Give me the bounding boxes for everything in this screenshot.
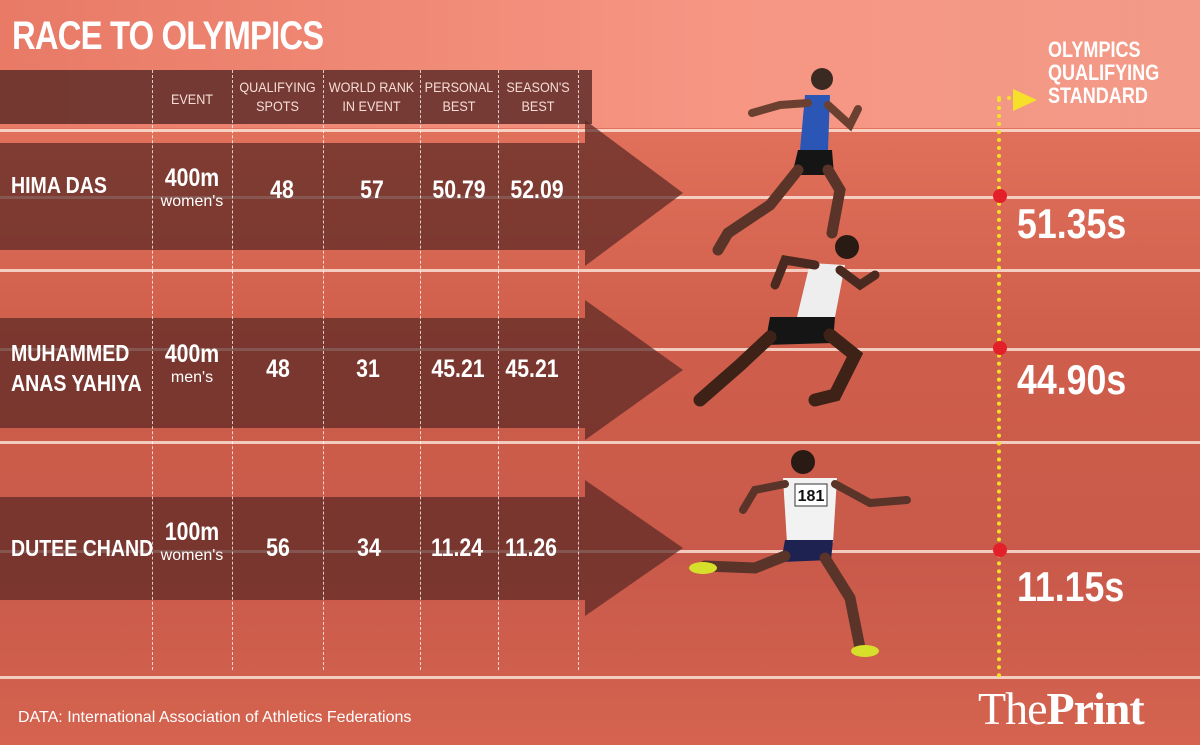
marker-dot — [993, 341, 1007, 355]
marker-dot — [993, 189, 1007, 203]
lane-line — [0, 676, 1200, 679]
qualifying-spots: 48 — [266, 355, 290, 383]
lane-line — [0, 441, 1200, 444]
lane-line — [0, 129, 1200, 132]
world-rank: 57 — [360, 176, 384, 204]
personal-best: 50.79 — [432, 176, 486, 204]
event-cell: 100m women's — [147, 518, 237, 565]
event-cell: 400m women's — [147, 164, 237, 211]
event-category: men's — [170, 369, 214, 386]
personal-best: 45.21 — [431, 355, 485, 383]
athlete-photo-muhammed-anas — [693, 235, 880, 407]
seasons-best: 45.21 — [505, 355, 559, 383]
qualifying-standard: 51.35s — [1017, 200, 1127, 247]
world-rank: 34 — [357, 534, 381, 562]
athlete-photo-dutee-chand: 181 — [689, 450, 911, 657]
logo-part: The — [978, 683, 1048, 734]
event-distance: 100m — [164, 518, 220, 546]
theprint-logo: ThePrint — [978, 682, 1145, 735]
event-category: women's — [160, 547, 224, 564]
header-qualifying-spots: QUALIFYING SPOTS — [239, 79, 316, 114]
dotted-line — [997, 98, 1001, 678]
athlete-name: HIMA DAS — [11, 172, 107, 198]
marker-dot — [993, 543, 1007, 557]
row-arrow — [0, 300, 683, 440]
column-divider — [152, 70, 153, 670]
header-personal-best: PERSONAL BEST — [424, 79, 494, 114]
header-seasons-best: SEASON'S BEST — [506, 79, 570, 114]
seasons-best: 52.09 — [510, 176, 564, 204]
athlete-name: DUTEE CHAND — [11, 535, 154, 561]
page-title: RACE TO OLYMPICS — [12, 14, 324, 58]
row-arrow — [0, 480, 683, 616]
bib-number: 181 — [798, 488, 825, 505]
arrow-right-icon — [1013, 89, 1037, 111]
column-divider — [323, 70, 324, 670]
lane-line — [0, 269, 1200, 272]
event-cell: 400m men's — [147, 340, 237, 387]
qualifying-spots: 48 — [270, 176, 294, 204]
column-divider — [420, 70, 421, 670]
athlete-name: MUHAMMED ANAS YAHIYA — [11, 340, 142, 396]
dotted-line-top — [997, 96, 1011, 100]
column-divider — [578, 70, 579, 670]
athlete-photo-hima-das — [712, 68, 862, 256]
event-distance: 400m — [164, 340, 220, 368]
event-category: women's — [160, 193, 224, 210]
data-source: DATA: International Association of Athle… — [18, 709, 412, 726]
qualifying-standard: 44.90s — [1017, 356, 1127, 403]
header-event: EVENT — [170, 91, 214, 107]
logo-part: Print — [1046, 683, 1145, 734]
qualifying-spots: 56 — [266, 534, 290, 562]
header-world-rank: WORLD RANK IN EVENT — [328, 79, 415, 114]
seasons-best: 11.26 — [504, 534, 558, 562]
standard-title: OLYMPICS QUALIFYING STANDARD — [1048, 37, 1160, 108]
event-distance: 400m — [164, 164, 220, 192]
column-divider — [232, 70, 233, 670]
world-rank: 31 — [356, 355, 380, 383]
column-divider — [498, 70, 499, 670]
personal-best: 11.24 — [430, 534, 484, 562]
table-header-band — [0, 70, 592, 124]
qualifying-standard: 11.15s — [1017, 563, 1125, 610]
row-arrow — [0, 120, 683, 266]
